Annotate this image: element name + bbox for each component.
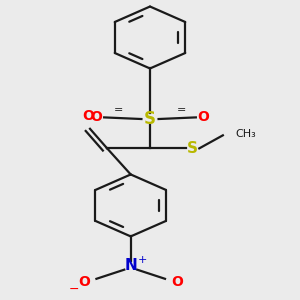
Text: CH₃: CH₃ xyxy=(236,129,256,139)
Text: O: O xyxy=(91,110,102,124)
Text: O: O xyxy=(171,275,183,289)
Text: =: = xyxy=(176,105,186,115)
Text: O: O xyxy=(82,109,94,123)
Text: −: − xyxy=(69,283,80,296)
Text: +: + xyxy=(138,255,147,265)
Text: O: O xyxy=(198,110,209,124)
Text: N: N xyxy=(124,258,137,273)
Text: S: S xyxy=(144,110,156,128)
Text: =: = xyxy=(114,105,124,115)
Text: O: O xyxy=(79,275,90,289)
Text: S: S xyxy=(188,141,198,156)
